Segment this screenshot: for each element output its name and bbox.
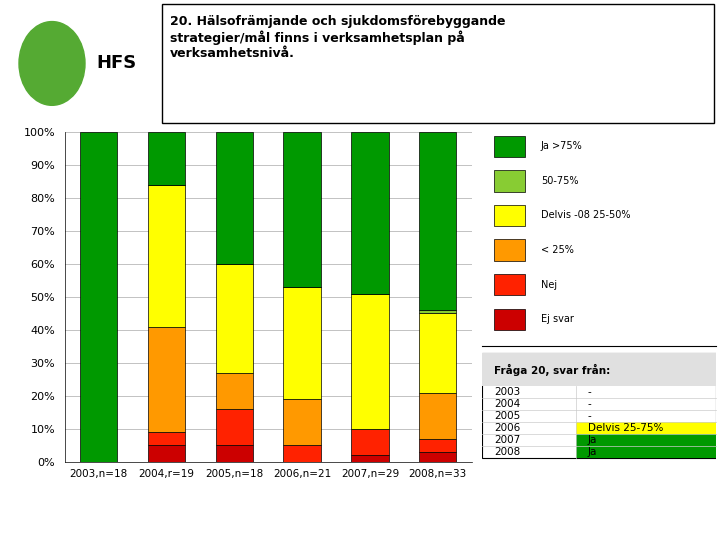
Bar <box>494 239 524 261</box>
Text: Ej svar: Ej svar <box>541 314 574 324</box>
Text: Delvis 25-75%: Delvis 25-75% <box>588 423 663 433</box>
Bar <box>482 353 716 386</box>
Circle shape <box>19 22 85 105</box>
Text: -: - <box>588 387 591 397</box>
Bar <box>576 422 716 434</box>
Text: 2006: 2006 <box>494 423 521 433</box>
Text: 2007: 2007 <box>494 435 521 445</box>
Bar <box>419 310 456 313</box>
Bar <box>148 432 185 445</box>
Bar <box>216 409 253 445</box>
Bar <box>482 353 716 458</box>
Bar <box>216 373 253 409</box>
Text: Ja >75%: Ja >75% <box>541 141 582 151</box>
Text: HFS: HFS <box>96 55 136 72</box>
Text: 2003: 2003 <box>494 387 521 397</box>
Bar <box>148 327 185 432</box>
Bar <box>419 313 456 393</box>
Text: 2008: 2008 <box>494 447 521 457</box>
Bar <box>216 264 253 373</box>
Text: 20. Hälsofrämjande och sjukdomsförebyggande
strategier/mål finns i verksamhetspl: 20. Hälsofrämjande och sjukdomsförebygga… <box>170 15 505 60</box>
Bar <box>148 185 185 327</box>
Bar <box>419 438 456 452</box>
Text: Fråga 20, svar från:: Fråga 20, svar från: <box>494 363 611 375</box>
Bar <box>80 132 117 462</box>
Text: Ja: Ja <box>588 447 597 457</box>
Bar <box>494 205 524 226</box>
Bar <box>576 447 716 458</box>
Text: Nätverket Hälsofrämjande sjukhus och vårdorganisationer (HFS): Nätverket Hälsofrämjande sjukhus och vår… <box>158 509 562 523</box>
Bar <box>216 132 253 264</box>
Bar <box>351 132 389 294</box>
Text: 2005: 2005 <box>494 411 521 421</box>
Bar <box>216 445 253 462</box>
Bar <box>284 132 320 287</box>
Bar <box>162 4 714 123</box>
Bar <box>419 132 456 310</box>
Bar <box>494 274 524 295</box>
Text: -: - <box>588 399 591 409</box>
Bar <box>351 455 389 462</box>
Text: 2004: 2004 <box>494 399 521 409</box>
Bar <box>419 393 456 438</box>
Bar <box>284 445 320 462</box>
Bar <box>351 294 389 429</box>
Bar <box>494 308 524 330</box>
Text: Ja: Ja <box>588 435 597 445</box>
Bar <box>494 136 524 157</box>
Bar <box>284 287 320 399</box>
Text: -: - <box>588 411 591 421</box>
Bar <box>284 399 320 445</box>
Text: Delvis -08 25-50%: Delvis -08 25-50% <box>541 211 631 220</box>
Bar <box>148 132 185 185</box>
Bar <box>419 452 456 462</box>
Text: 50-75%: 50-75% <box>541 176 578 186</box>
Text: Nej: Nej <box>541 280 557 289</box>
Bar <box>576 434 716 447</box>
Bar <box>148 445 185 462</box>
Bar <box>351 429 389 455</box>
Bar <box>494 170 524 192</box>
Text: < 25%: < 25% <box>541 245 574 255</box>
